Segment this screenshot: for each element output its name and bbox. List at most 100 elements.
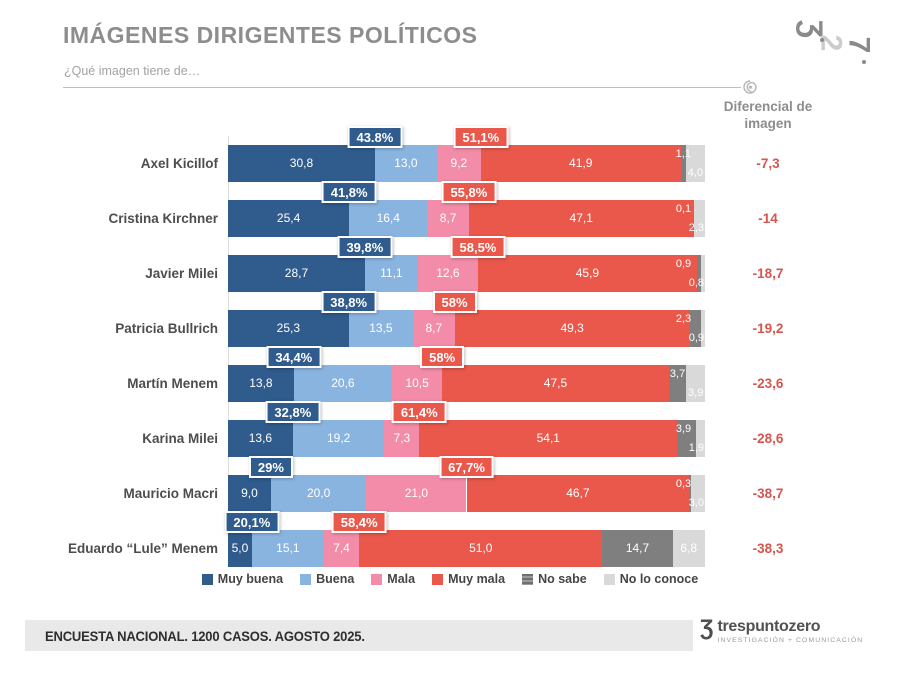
segment-value: 3,9 <box>688 387 704 399</box>
segment-value: 3,0 <box>688 497 705 509</box>
chart-row: Javier Milei 28,7 11,1 12,6 45,9 0,9 0,8 39,8% 5… <box>0 236 900 293</box>
bar-segment-no-sabe <box>668 365 687 402</box>
segment-value: 7,3 <box>393 431 411 445</box>
bar-segment-muy-mala: 45,9 <box>477 255 697 292</box>
positive-total-callout: 34,4% <box>266 346 322 368</box>
bar-segment-no-lo-conoce <box>700 310 705 347</box>
legend-item-muy-buena: Muy buena <box>201 572 283 586</box>
row-label: Martín Menem <box>127 376 218 391</box>
segment-value: 10,5 <box>405 376 429 390</box>
segment-value: 49,3 <box>560 321 584 335</box>
segment-value: 1,1 <box>675 148 691 160</box>
bar-segment-muy-mala: 47,5 <box>442 365 669 402</box>
row-label: Cristina Kirchner <box>108 211 218 226</box>
page-subtitle: ¿Qué imagen tiene de… <box>64 64 201 78</box>
legend-label: No sabe <box>538 572 587 586</box>
bar-segment-buena: 20,0 <box>270 475 367 512</box>
stacked-bar: 30,8 13,0 9,2 41,9 1,1 4,0 43.8% 51,1% <box>228 126 705 182</box>
bar-segment-muy-buena: 25,3 <box>228 310 349 347</box>
bar-segment-mala: 8,7 <box>413 310 455 347</box>
differential-value: -18,7 <box>752 266 784 281</box>
differential-value: -14 <box>758 211 778 226</box>
segment-value: 7,4 <box>333 541 350 555</box>
brand-3-icon: Ʒ <box>700 615 714 640</box>
segment-value: 47,5 <box>543 376 568 390</box>
bar-segment-no-sabe <box>680 145 686 182</box>
bar-segment-no-sabe <box>689 310 701 347</box>
segment-value: 2,3 <box>675 313 692 325</box>
stacked-bar: 9,0 20,0 21,0 46,7 0,3 3,0 29% 67,7% <box>228 456 705 512</box>
segment-value: 25,4 <box>276 211 301 225</box>
legend-swatch-muy-buena <box>201 573 213 585</box>
legend-label: Buena <box>316 572 355 586</box>
bar-segment-no-lo-conoce <box>686 365 705 402</box>
bar-segment-no-sabe <box>677 420 696 457</box>
legend-swatch-no-sabe <box>522 573 534 585</box>
segment-value: 28,7 <box>284 266 309 280</box>
positive-total-callout: 29% <box>248 456 293 478</box>
stacked-bar: 25,4 16,4 8,7 47,1 0,1 2,3 41,8% 55,8% <box>228 181 705 237</box>
legend-label: Mala <box>387 572 416 586</box>
segment-value: 30,8 <box>289 156 314 170</box>
segment-value: 21,0 <box>404 486 429 500</box>
row-label: Patricia Bullrich <box>115 321 218 336</box>
legend-item-no-sabe: No sabe <box>522 572 587 586</box>
bar-segment-mala: 10,5 <box>392 365 443 402</box>
segment-value: 41,9 <box>569 156 593 170</box>
bar-segment-muy-mala: 41,9 <box>480 145 681 182</box>
bar-segment-mala: 12,6 <box>417 255 478 292</box>
segment-value: 46,7 <box>566 486 590 500</box>
bar-segment-no-lo-conoce <box>685 145 705 182</box>
segment-value: 0,3 <box>675 478 692 490</box>
logo-dot-icon <box>862 60 866 64</box>
bar-segment-buena: 13,0 <box>374 145 437 182</box>
brand-name: trespuntozero <box>717 618 821 635</box>
swirl-icon <box>743 80 757 94</box>
bar-segment-buena: 11,1 <box>364 255 418 292</box>
segment-value: 11,1 <box>380 266 403 280</box>
bar-segment-no-sabe: 14,7 <box>602 530 673 567</box>
negative-total-callout: 67,7% <box>439 456 494 478</box>
survey-info-text: ENCUESTA NACIONAL. 1200 CASOS. AGOSTO 20… <box>45 627 365 644</box>
bar-segment-muy-buena: 9,0 <box>228 475 271 512</box>
differential-value: -7,3 <box>756 156 780 171</box>
logo-glyph-7-icon: 7 <box>842 36 876 54</box>
positive-total-callout: 20,1% <box>224 511 280 533</box>
bar-segment-no-lo-conoce: 6,8 <box>672 530 705 567</box>
segment-value: 13,6 <box>248 431 273 445</box>
positive-total-callout: 38,8% <box>321 291 377 313</box>
segment-value: 45,9 <box>575 266 600 280</box>
bar-segment-muy-mala: 49,3 <box>454 310 690 347</box>
chart-row: Eduardo “Lule” Menem 5,0 15,1 7,4 51,0 14,7 6,… <box>0 511 900 568</box>
segment-value: 54,1 <box>536 431 560 445</box>
footer-bar: ENCUESTA NACIONAL. 1200 CASOS. AGOSTO 20… <box>25 620 693 651</box>
segment-value: 8,7 <box>439 211 457 225</box>
page-title: IMÁGENES DIRIGENTES POLÍTICOS <box>63 22 478 48</box>
bar-segment-buena: 20,6 <box>293 365 393 402</box>
segment-value: 20,6 <box>331 376 355 390</box>
legend-label: No lo conoce <box>619 572 699 586</box>
segment-value: 0,9 <box>675 258 692 270</box>
segment-value: 15,1 <box>276 541 300 555</box>
segment-value: 14,7 <box>625 541 650 555</box>
segment-value: 5,0 <box>231 541 249 555</box>
segment-value: 12,6 <box>436 266 460 280</box>
segment-value: 0,8 <box>688 277 705 289</box>
bar-segment-no-sabe <box>689 475 691 512</box>
stacked-bar: 13,8 20,6 10,5 47,5 3,7 3,9 34,4% 58% <box>228 346 705 402</box>
stacked-bar: 28,7 11,1 12,6 45,9 0,9 0,8 39,8% 58,5% <box>228 236 705 292</box>
legend-item-muy-mala: Muy mala <box>432 572 505 586</box>
legend-item-mala: Mala <box>371 572 415 586</box>
segment-value: 0,1 <box>675 203 692 215</box>
differential-value: -28,6 <box>752 431 784 446</box>
segment-value: 47,1 <box>569 211 593 225</box>
differential-value: -23,6 <box>752 376 784 391</box>
bar-segment-muy-mala: 46,7 <box>466 475 690 512</box>
header-divider <box>63 87 741 88</box>
bar-segment-muy-buena: 30,8 <box>228 145 375 182</box>
segment-value: 16,4 <box>376 211 400 225</box>
logo-dot-icon <box>820 38 824 42</box>
negative-total-callout: 61,4% <box>391 401 447 423</box>
legend-label: Muy mala <box>448 572 506 586</box>
